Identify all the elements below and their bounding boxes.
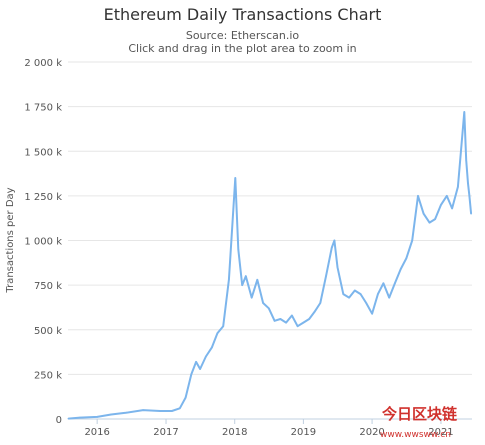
- data-point: [319, 302, 322, 304]
- y-tick-label: 250 k: [34, 370, 62, 381]
- data-point: [411, 239, 414, 242]
- data-point: [331, 246, 333, 249]
- x-tick-label: 2018: [222, 427, 247, 438]
- watermark-url-text: www.wwsww.cn: [380, 430, 451, 440]
- data-point: [110, 413, 112, 416]
- data-point: [67, 417, 70, 420]
- watermark: 今日区块链 www.wwsww.cn: [380, 405, 458, 440]
- data-point: [313, 311, 316, 313]
- data-point: [451, 207, 453, 210]
- data-point: [467, 182, 469, 185]
- y-axis-label: Transactions per Day: [5, 187, 16, 293]
- data-point: [211, 346, 213, 349]
- x-tick-label: 2019: [291, 427, 316, 438]
- data-point: [434, 218, 436, 220]
- data-point: [470, 212, 472, 215]
- data-point: [222, 325, 224, 328]
- grid-lines: [68, 61, 472, 420]
- data-point: [216, 332, 219, 335]
- data-point: [457, 186, 459, 188]
- series-group: [67, 111, 473, 420]
- chart-subtitle-zoom-hint: Click and drag in the plot area to zoom …: [128, 42, 357, 55]
- data-point: [279, 318, 282, 320]
- y-tick-label: 500 k: [34, 326, 62, 337]
- data-point: [250, 296, 253, 299]
- data-point: [382, 282, 385, 285]
- data-point: [231, 221, 234, 224]
- data-point: [262, 302, 264, 304]
- data-point: [308, 318, 311, 320]
- data-point: [273, 320, 276, 322]
- data-point: [359, 293, 362, 295]
- data-point: [285, 321, 287, 324]
- data-point: [348, 296, 350, 299]
- x-tick-label: 2021: [428, 427, 453, 438]
- chart-title: Ethereum Daily Transactions Chart: [103, 5, 382, 24]
- data-point: [302, 321, 305, 324]
- y-axis-ticks: 0 250 k 500 k 750 k 1 000 k 1 250 k 1 500 k 1 7…: [24, 58, 62, 426]
- data-point: [417, 195, 419, 197]
- data-point: [446, 195, 448, 197]
- data-point: [388, 296, 391, 299]
- data-point: [291, 314, 293, 317]
- data-point: [399, 268, 402, 270]
- y-tick-label: 1 250 k: [24, 192, 62, 203]
- data-point: [245, 275, 247, 278]
- data-point: [342, 293, 345, 295]
- chart-subtitle-source: Source: Etherscan.io: [185, 29, 300, 42]
- watermark-logo-text: 今日区块链: [381, 405, 458, 423]
- data-point: [159, 410, 161, 412]
- data-point: [394, 282, 396, 285]
- x-tick-label: 2017: [153, 427, 178, 438]
- data-point: [190, 373, 193, 376]
- y-tick-label: 2 000 k: [24, 58, 62, 69]
- data-point: [428, 221, 431, 224]
- y-tick-label: 1 750 k: [24, 103, 62, 114]
- data-point: [468, 195, 471, 197]
- y-tick-label: 1 000 k: [24, 237, 62, 248]
- x-tick-label: 2020: [359, 427, 384, 438]
- data-point: [184, 396, 187, 399]
- data-point: [234, 177, 237, 179]
- data-point: [354, 289, 356, 292]
- data-point: [463, 111, 466, 113]
- data-point: [237, 248, 240, 251]
- data-point: [241, 284, 243, 286]
- data-point: [377, 293, 379, 295]
- data-point: [268, 307, 270, 310]
- x-axis-ticks: 2016 2017 2018 2019 2020 2021: [84, 419, 454, 438]
- data-point: [422, 212, 425, 215]
- data-point: [465, 159, 468, 161]
- data-point: [205, 355, 207, 358]
- y-tick-label: 1 500 k: [24, 147, 62, 158]
- y-tick-label: 750 k: [34, 281, 62, 292]
- data-point: [296, 325, 299, 328]
- data-point: [333, 239, 336, 242]
- data-point: [96, 416, 98, 418]
- x-tick-label: 2016: [84, 427, 109, 438]
- data-point: [365, 302, 368, 304]
- y-tick-label: 0: [56, 415, 62, 426]
- data-point: [228, 279, 230, 281]
- data-point: [79, 416, 81, 419]
- series-line: [68, 111, 473, 420]
- data-point: [125, 412, 127, 414]
- data-point: [142, 409, 144, 411]
- data-point: [440, 204, 442, 206]
- data-point: [405, 257, 408, 260]
- data-point: [336, 266, 339, 269]
- data-point: [195, 361, 197, 363]
- data-point: [171, 410, 173, 412]
- data-point: [256, 279, 259, 281]
- data-point: [179, 407, 181, 410]
- data-point: [371, 312, 373, 315]
- data-point: [325, 275, 327, 278]
- data-point: [199, 368, 201, 370]
